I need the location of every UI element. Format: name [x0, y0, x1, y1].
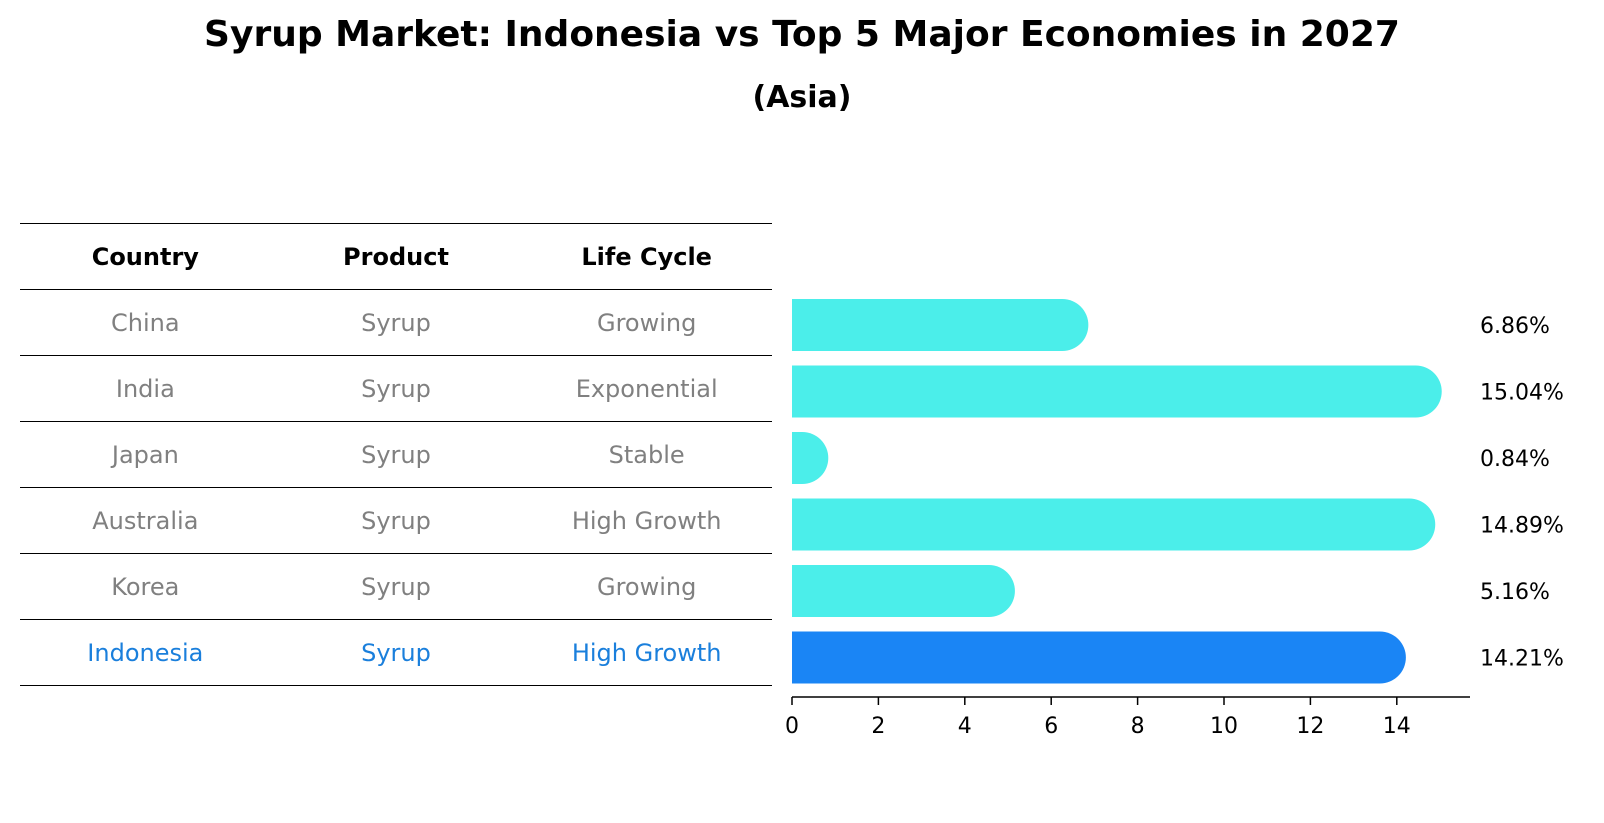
cell-life-cycle: High Growth — [521, 619, 772, 686]
cell-life-cycle: Growing — [521, 553, 772, 620]
table-row: China Syrup Growing — [20, 289, 772, 356]
bar-value-label: 0.84% — [1480, 447, 1550, 472]
bar-value-label: 15.04% — [1480, 381, 1564, 406]
country-table: Country Product Life Cycle China Syrup G… — [20, 223, 772, 686]
bar — [792, 299, 1089, 351]
x-tick-label: 2 — [871, 714, 885, 739]
table-row: Australia Syrup High Growth — [20, 487, 772, 554]
bar — [792, 365, 1442, 418]
x-tick-label: 10 — [1210, 714, 1238, 739]
cell-life-cycle: Growing — [521, 289, 772, 356]
x-tick-label: 14 — [1383, 714, 1411, 739]
cell-product: Syrup — [270, 289, 522, 356]
cell-product: Syrup — [270, 619, 522, 686]
cell-product: Syrup — [270, 553, 522, 620]
chart-title: Syrup Market: Indonesia vs Top 5 Major E… — [204, 14, 1400, 55]
x-tick-label: 8 — [1131, 714, 1145, 739]
bar-value-label: 14.21% — [1480, 647, 1564, 672]
table-header-row: Country Product Life Cycle — [20, 223, 772, 290]
chart-subtitle: (Asia) — [752, 80, 852, 115]
x-tick-label: 4 — [958, 714, 972, 739]
bar-value-label: 5.16% — [1480, 580, 1550, 605]
bar — [792, 432, 829, 484]
table-row: Korea Syrup Growing — [20, 553, 772, 620]
header-product: Product — [270, 223, 522, 290]
cell-country: India — [20, 355, 271, 422]
cell-country: Australia — [20, 487, 271, 554]
table-row: Japan Syrup Stable — [20, 421, 772, 488]
x-tick-label: 0 — [785, 714, 799, 739]
cell-country: Indonesia — [20, 619, 271, 686]
cell-product: Syrup — [270, 355, 522, 422]
header-country: Country — [20, 223, 271, 290]
cell-life-cycle: Exponential — [521, 355, 772, 422]
table-row-highlight: Indonesia Syrup High Growth — [20, 619, 772, 686]
bar-value-label: 14.89% — [1480, 514, 1564, 539]
bar-highlight — [792, 631, 1406, 684]
header-life-cycle: Life Cycle — [521, 223, 772, 290]
x-tick-label: 12 — [1296, 714, 1324, 739]
cell-product: Syrup — [270, 421, 522, 488]
table-row: India Syrup Exponential — [20, 355, 772, 422]
cell-life-cycle: Stable — [521, 421, 772, 488]
x-tick-label: 6 — [1044, 714, 1058, 739]
bar — [792, 565, 1015, 617]
cell-life-cycle: High Growth — [521, 487, 772, 554]
bar-value-label: 6.86% — [1480, 314, 1550, 339]
cell-product: Syrup — [270, 487, 522, 554]
cell-country: Korea — [20, 553, 271, 620]
cell-country: Japan — [20, 421, 271, 488]
bar — [792, 498, 1436, 551]
cell-country: China — [20, 289, 271, 356]
